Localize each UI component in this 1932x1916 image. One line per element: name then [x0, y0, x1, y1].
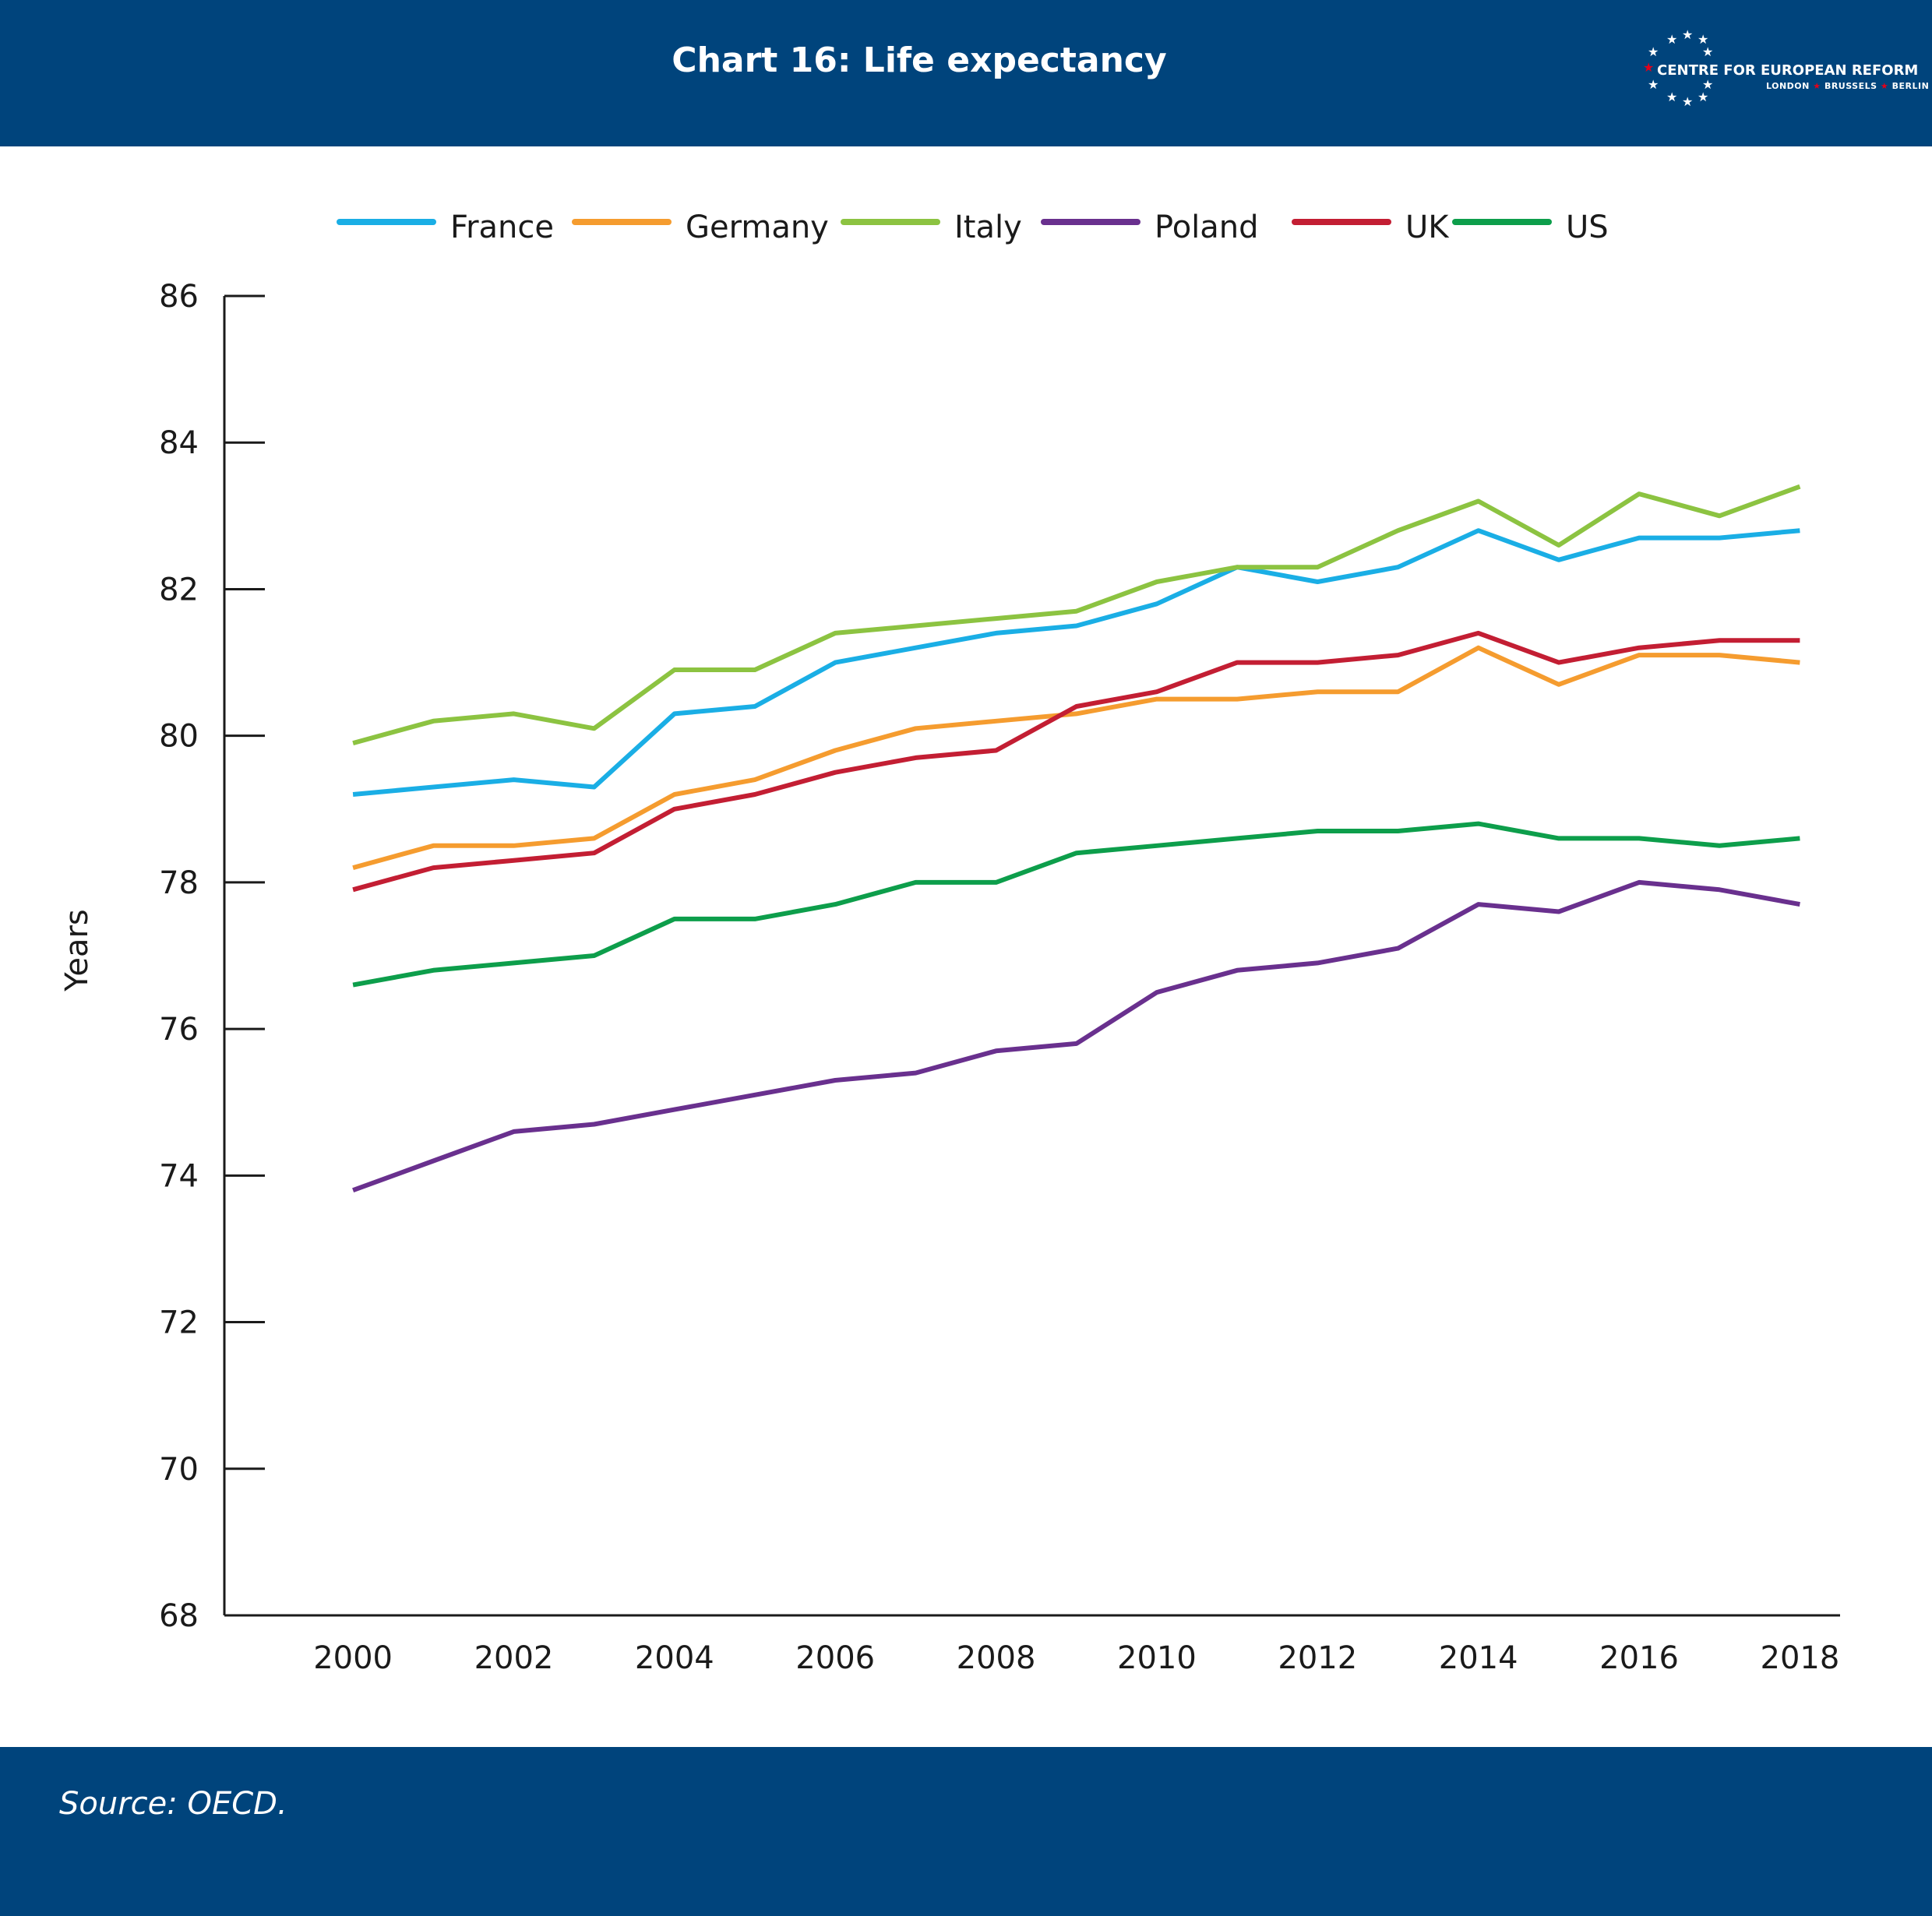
logo-star-icon: ★ — [1698, 33, 1709, 47]
logo-cities: LONDON ★ BRUSSELS ★ BERLIN — [1766, 81, 1930, 91]
series-line-italy — [352, 484, 1801, 745]
y-tick-label: 74 — [159, 1158, 199, 1194]
series-line-us — [352, 821, 1800, 988]
chart-series — [352, 484, 1801, 1193]
logo-star-icon: ★ — [1682, 96, 1694, 109]
y-tick-label: 86 — [159, 279, 199, 315]
y-tick-label: 78 — [159, 865, 199, 901]
legend-label: France — [450, 210, 554, 245]
x-tick-label: 2014 — [1439, 1640, 1518, 1676]
y-tick-label: 82 — [159, 572, 199, 608]
y-tick-label: 84 — [159, 425, 199, 461]
x-tick-label: 2004 — [635, 1640, 714, 1676]
logo-city: BRUSSELS — [1824, 81, 1877, 91]
series-line-poland — [352, 879, 1800, 1193]
series-line-germany — [352, 645, 1800, 870]
line-chart: France Germany Italy Poland UK US 68 70 72 74 76 7… — [59, 210, 1840, 1676]
chart-legend: France Germany Italy Poland UK US — [337, 210, 1609, 245]
y-tick-label: 76 — [159, 1012, 199, 1048]
chart-footer: Source: OECD. — [0, 1747, 1932, 1916]
cer-logo: ★ ★ ★ ★ ★ ★ ★ ★ ★ ★ ★ CENTRE FOR EUROPEA… — [1632, 29, 1929, 115]
legend-label: US — [1566, 210, 1609, 245]
logo-city: LONDON — [1766, 81, 1810, 91]
logo-star-icon: ★ — [1702, 79, 1714, 92]
y-tick-label: 72 — [159, 1305, 199, 1341]
x-tick-label: 2010 — [1117, 1640, 1197, 1676]
y-tick-label: 70 — [159, 1452, 199, 1488]
y-axis-label: Years — [59, 909, 95, 992]
logo-star-icon: ★ — [1666, 33, 1678, 47]
logo-star-icon: ★ — [1702, 46, 1714, 59]
chart-axes: 68 70 72 74 76 78 80 82 84 86 2000 2002 2004 2006 2008… — [159, 279, 1840, 1676]
legend-label: Poland — [1155, 210, 1259, 245]
x-tick-label: 2002 — [474, 1640, 554, 1676]
y-tick-label: 68 — [159, 1598, 199, 1634]
legend-label: Italy — [954, 210, 1022, 245]
logo-star-icon: ★ — [1682, 29, 1694, 42]
x-tick-label: 2006 — [795, 1640, 875, 1676]
source-note: Source: OECD. — [59, 1786, 287, 1822]
x-tick-label: 2000 — [313, 1640, 393, 1676]
x-tick-label: 2008 — [957, 1640, 1036, 1676]
logo-star-icon: ★ — [1648, 79, 1659, 92]
x-tick-label: 2012 — [1278, 1640, 1357, 1676]
logo-star-icon: ★ — [1643, 62, 1655, 75]
logo-star-icon: ★ — [1666, 91, 1678, 104]
chart-title: Chart 16: Life expectancy — [672, 41, 1167, 80]
logo-star-icon: ★ — [1698, 91, 1709, 104]
x-tick-label: 2016 — [1599, 1640, 1679, 1676]
y-tick-label: 80 — [159, 719, 199, 755]
logo-city: BERLIN — [1891, 81, 1930, 91]
logo-star-icon: ★ — [1648, 46, 1659, 59]
series-line-uk — [352, 630, 1800, 893]
x-tick-label: 2018 — [1761, 1640, 1840, 1676]
legend-label: UK — [1405, 210, 1450, 245]
logo-name: CENTRE FOR EUROPEAN REFORM — [1657, 62, 1919, 79]
series-line-france — [352, 528, 1800, 797]
chart-header: Chart 16: Life expectancy ★ ★ ★ ★ ★ ★ ★ … — [0, 0, 1932, 146]
legend-label: Germany — [686, 210, 829, 245]
